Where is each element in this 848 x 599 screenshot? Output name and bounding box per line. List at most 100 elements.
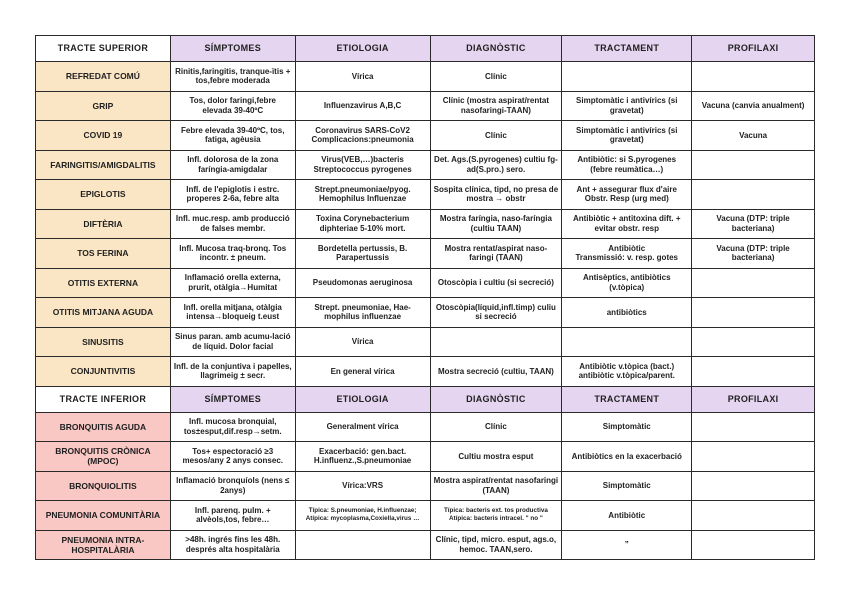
cell-profilaxi [692, 412, 815, 442]
cell-etiologia: Strept.pneumoniae/pyog. Hemophilus Influ… [295, 180, 431, 210]
cell-tractament: Simptomàtic [562, 471, 693, 501]
row-label: EPIGLOTIS [36, 180, 171, 210]
cell-simptomes: Infl. orella mitjana, otàlgia intensa→bl… [170, 298, 296, 328]
cell-diagnostic: Clínic [430, 412, 563, 442]
table-row: DIFTÈRIA Infl. muc.resp. amb producció de… [36, 209, 815, 239]
cell-tractament: Simptomàtic i antivírics (si gravetat) [562, 121, 693, 151]
row-label: OTITIS EXTERNA [36, 268, 171, 298]
cell-etiologia: Vírica [295, 62, 431, 92]
cell-simptomes: Tos+ espectoració ≥3 mesos/any 2 anys co… [170, 442, 296, 472]
cell-profilaxi [692, 501, 815, 531]
cell-tractament [562, 327, 693, 357]
cell-etiologia: Generalment vírica [295, 412, 431, 442]
column-header-tractament: TRACTAMENT [562, 386, 693, 413]
cell-diagnostic: Mostra rentat/aspirat naso-faringi (TAAN… [430, 239, 563, 269]
table-row: PNEUMONIA COMUNITÀRIA Infl. parenq. pulm.… [36, 501, 815, 531]
cell-simptomes: Infl. Mucosa traq-bronq. Tos incontr. ± … [170, 239, 296, 269]
cell-etiologia: Exacerbació: gen.bact. H.influenz.,S.pne… [295, 442, 431, 472]
cell-diagnostic: Clínic, tipd, micro. esput, ags.o, hemoc… [430, 530, 563, 560]
cell-profilaxi [692, 298, 815, 328]
table-row: REFREDAT COMÚ Rinitis,faringitis, tranque… [36, 62, 815, 92]
row-label: PNEUMONIA COMUNITÀRIA [36, 501, 171, 531]
table-row: EPIGLOTIS Infl. de l'epiglotis i estrc. p… [36, 180, 815, 210]
table-row: OTITIS MITJANA AGUDA Infl. orella mitjana… [36, 298, 815, 328]
cell-diagnostic: Sospita clínica, tipd, no presa de mostr… [430, 180, 563, 210]
cell-diagnostic: Mostra secreció (cultiu, TAAN) [430, 357, 563, 387]
cell-etiologia: Vírica [295, 327, 431, 357]
cell-profilaxi [692, 62, 815, 92]
column-header-diagnostic: DIAGNÒSTIC [430, 36, 563, 62]
row-label: REFREDAT COMÚ [36, 62, 171, 92]
cell-simptomes: Sinus paran. amb acumu-lació de líquid. … [170, 327, 296, 357]
column-header-simptomes: SÍMPTOMES [170, 386, 296, 413]
cell-simptomes: Tos, dolor faringi,febre elevada 39-40ºC [170, 91, 296, 121]
cell-diagnostic: Clínic [430, 62, 563, 92]
row-label: DIFTÈRIA [36, 209, 171, 239]
row-label: FARINGITIS/AMIGDALITIS [36, 150, 171, 180]
row-label: BRONQUITIS AGUDA [36, 412, 171, 442]
cell-etiologia: Pseudomonas aeruginosa [295, 268, 431, 298]
column-header-tract: TRACTE INFERIOR [36, 386, 171, 413]
cell-simptomes: Inflamació orella externa, prurit, otàlg… [170, 268, 296, 298]
column-header-tract: TRACTE SUPERIOR [36, 36, 171, 62]
cell-tractament: Antisèptics, antibiòtics (v.tòpica) [562, 268, 693, 298]
cell-profilaxi: Vacuna [692, 121, 815, 151]
cell-tractament: Antibiòtics en la exacerbació [562, 442, 693, 472]
column-header-profilaxi: PROFILAXI [692, 36, 815, 62]
cell-profilaxi [692, 327, 815, 357]
cell-tractament: Antibiòtic [562, 501, 693, 531]
cell-profilaxi [692, 442, 815, 472]
cell-etiologia: Coronavirus SARS-CoV2 Complicacions:pneu… [295, 121, 431, 151]
cell-diagnostic: Otoscòpia i cultiu (si secreció) [430, 268, 563, 298]
column-header-etiologia: ETIOLOGIA [295, 36, 431, 62]
cell-profilaxi [692, 150, 815, 180]
column-header-diagnostic: DIAGNÒSTIC [430, 386, 563, 413]
cell-etiologia: En general vírica [295, 357, 431, 387]
cell-tractament: Antibiòtic + antitoxina dift. + evitar o… [562, 209, 693, 239]
cell-simptomes: Infl. de la conjuntiva i papelles, llagr… [170, 357, 296, 387]
row-label: SINUSITIS [36, 327, 171, 357]
cell-diagnostic: Mostra aspirat/rentat nasofaringi (TAAN) [430, 471, 563, 501]
cell-tractament: Simptomàtic [562, 412, 693, 442]
cell-etiologia: Típica: S.pneumoniae, H.influenzae; Atíp… [295, 501, 431, 531]
cell-diagnostic: Clínic [430, 121, 563, 151]
cell-simptomes: Infl. parenq. pulm. + alvèols,tos, febre… [170, 501, 296, 531]
row-label: GRIP [36, 91, 171, 121]
cell-diagnostic: Mostra faríngia, naso-faríngia (cultiu T… [430, 209, 563, 239]
column-header-etiologia: ETIOLOGIA [295, 386, 431, 413]
cell-diagnostic: Clínic (mostra aspirat/rentat nasofaring… [430, 91, 563, 121]
table-row: TOS FERINA Infl. Mucosa traq-bronq. Tos i… [36, 239, 815, 269]
cell-simptomes: Infl. mucosa bronquial, tos±esput,dif.re… [170, 412, 296, 442]
table-row: BRONQUIOLITIS Inflamació bronquíols (nens… [36, 471, 815, 501]
cell-etiologia: Vírica:VRS [295, 471, 431, 501]
cell-etiologia: Bordetella pertussis, B. Parapertussis [295, 239, 431, 269]
cell-tractament: Antibiòtic Transmissió: v. resp. gotes [562, 239, 693, 269]
row-label: TOS FERINA [36, 239, 171, 269]
table-row: SINUSITIS Sinus paran. amb acumu-lació de… [36, 327, 815, 357]
cell-etiologia: Virus(VEB,…)bacteris Streptococcus pyrog… [295, 150, 431, 180]
cell-diagnostic [430, 327, 563, 357]
cell-diagnostic: Cultiu mostra esput [430, 442, 563, 472]
table-row: OTITIS EXTERNA Inflamació orella externa,… [36, 268, 815, 298]
cell-diagnostic: Det. Ags.(S.pyrogenes) cultiu fg-ad(S.pr… [430, 150, 563, 180]
cell-profilaxi [692, 357, 815, 387]
cell-simptomes: Rinitis,faringitis, tranque-ïtis + tos,f… [170, 62, 296, 92]
cell-tractament: antibiòtics [562, 298, 693, 328]
cell-etiologia: Influenzavirus A,B,C [295, 91, 431, 121]
table-row: CONJUNTIVITIS Infl. de la conjuntiva i pa… [36, 357, 815, 387]
cell-tractament: ” [562, 530, 693, 560]
cell-diagnostic: Otoscòpia(líquid,infl.timp) culiu si sec… [430, 298, 563, 328]
cell-profilaxi [692, 471, 815, 501]
cell-diagnostic: Típica: bacteris ext. tos productiva Atí… [430, 501, 563, 531]
table-row: COVID 19 Febre elevada 39-40ºC, tos, fati… [36, 121, 815, 151]
table-row: GRIP Tos, dolor faringi,febre elevada 39-… [36, 91, 815, 121]
cell-profilaxi: Vacuna (DTP: triple bacteriana) [692, 239, 815, 269]
cell-profilaxi [692, 530, 815, 560]
cell-simptomes: Inflamació bronquíols (nens ≤ 2anys) [170, 471, 296, 501]
row-label: OTITIS MITJANA AGUDA [36, 298, 171, 328]
cell-profilaxi: Vacuna (DTP: triple bacteriana) [692, 209, 815, 239]
column-header-tractament: TRACTAMENT [562, 36, 693, 62]
row-label: BRONQUITIS CRÒNICA (MPOC) [36, 442, 171, 472]
respiratory-infections-table: TRACTE SUPERIOR SÍMPTOMES ETIOLOGIA DIAGNÒS… [35, 35, 815, 560]
